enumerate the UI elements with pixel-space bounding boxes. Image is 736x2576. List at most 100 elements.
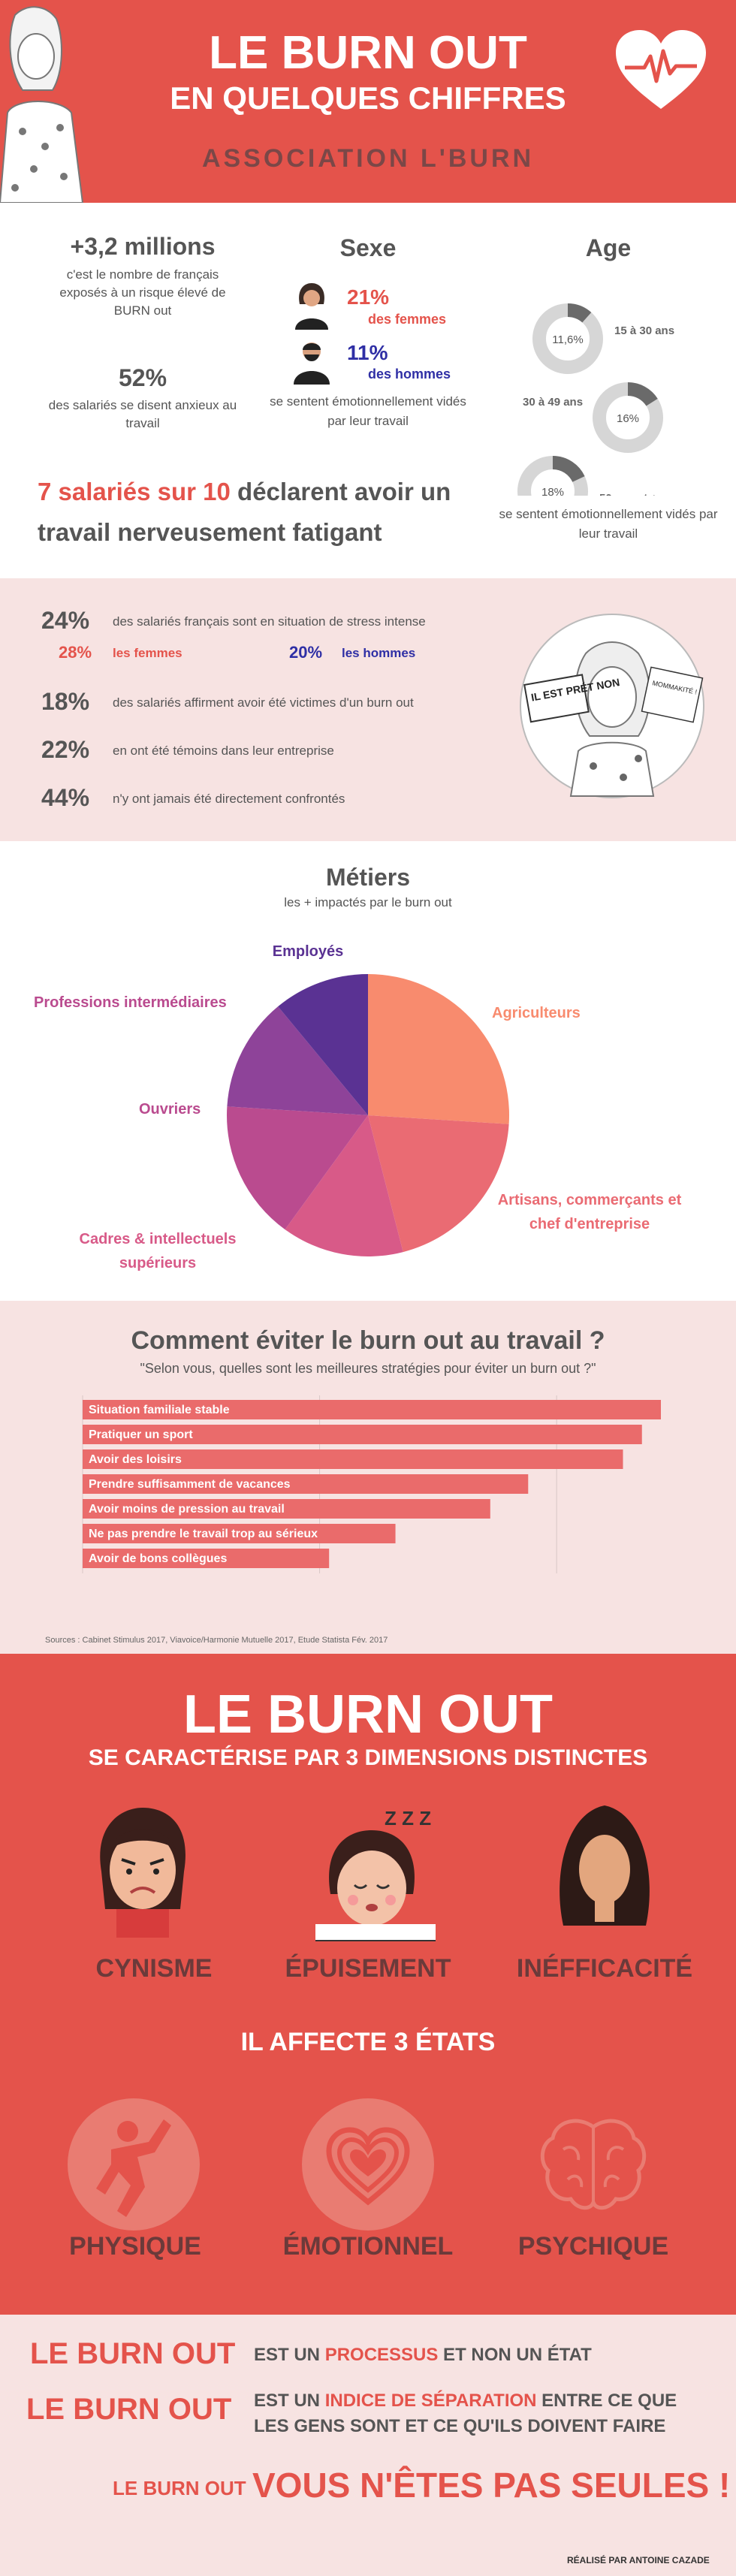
stress-men-label: les hommes <box>342 646 416 660</box>
stress-text-1: des salariés affirment avoir été victime… <box>113 695 414 710</box>
man-icon <box>294 342 330 385</box>
footer-slogan: VOUS N'ÊTES PAS SEULES ! <box>252 2466 731 2505</box>
age-donuts: 11,6% 15 à 30 ans 16% 30 à 49 ans 18% 50 ans … <box>517 303 674 496</box>
exhausted-face-icon: Z Z Z <box>315 1807 436 1941</box>
stress-text-0: des salariés français sont en situation … <box>113 614 426 629</box>
pie-slice-cadres <box>285 1115 403 1256</box>
stress-women-pct: 28% <box>59 643 92 662</box>
dimension-epuisement: ÉPUISEMENT <box>285 1954 451 1983</box>
pie-slice-employes <box>278 974 368 1115</box>
metiers-title: Métiers <box>325 864 411 891</box>
label-employes: Employés <box>272 943 344 960</box>
label-artisans: Artisans, commerçants et chef d'entrepri… <box>497 1192 682 1232</box>
strategies-bar-chart: 0 25 50 Situation familiale stable Pratiquer… <box>80 1395 661 1580</box>
comic-sticker-illustration: IL EST PRÉT NON MOMMAKITÉ ! <box>520 614 704 798</box>
footer-line2-subject: LE BURN OUT <box>26 2393 232 2426</box>
footer-line2-c: INDICE DE SÉPARATION <box>324 2390 537 2411</box>
label-ouvriers: Ouvriers <box>139 1101 201 1118</box>
emotional-heart-icon <box>302 2098 434 2231</box>
metiers-section: Métiers les + impactés par le burn out E… <box>0 841 736 1301</box>
pie-slice-agriculteurs <box>368 974 509 1124</box>
association-name: ASSOCIATION L'BURN <box>201 144 535 173</box>
bar-1 <box>83 1425 642 1444</box>
strategies-subtitle: "Selon vous, quelles sont les meilleures… <box>140 1361 596 1376</box>
bar-label-1: Pratiquer un sport <box>89 1428 193 1441</box>
bar-label-6: Avoir de bons collègues <box>89 1552 227 1565</box>
headline: 7 salariés sur 10 déclarent avoir un tra… <box>38 472 503 553</box>
sexe-title: Sexe <box>339 234 397 261</box>
bar-5 <box>83 1524 396 1543</box>
age-donut-value-0 <box>532 303 603 374</box>
pie-slice-artisans <box>368 1115 509 1253</box>
bar-label-4: Avoir moins de pression au travail <box>89 1503 285 1516</box>
men-pct: 11% <box>347 341 388 364</box>
age-title: Age <box>585 234 632 261</box>
footer-line1-b: EST UN <box>254 2345 325 2365</box>
zz-text: Z Z Z <box>385 1807 431 1829</box>
header-title: LE BURN OUT <box>209 27 527 79</box>
age-donut-pct-1: 16% <box>617 412 639 425</box>
sources-text: Sources : Cabinet Stimulus 2017, Viavoic… <box>45 1636 388 1645</box>
bar-tick-0: 0 <box>80 1579 86 1580</box>
label-agriculteurs: Agriculteurs <box>492 1005 581 1021</box>
brain-icon <box>540 2119 647 2210</box>
age-donut-2: 18% 50 ans et + <box>517 456 657 496</box>
bar-2 <box>83 1449 623 1469</box>
age-donut-value-2 <box>517 456 588 496</box>
dimensions-section: LE BURN OUT SE CARACTÉRISE PAR 3 DIMENSI… <box>0 1654 736 2315</box>
dimensions-title: LE BURN OUT <box>183 1685 553 1745</box>
stress-text-2: en ont été témoins dans leur entreprise <box>113 744 334 758</box>
strategies-section: Comment éviter le burn out au travail ? … <box>0 1301 736 1654</box>
dimension-cynisme: CYNISME <box>95 1954 213 1983</box>
stress-section: 24% des salariés français sont en situat… <box>0 578 736 841</box>
age-donut-label-2: 50 ans et + <box>599 492 657 496</box>
pct52-figure: 52% <box>118 364 167 391</box>
etats-title: IL AFFECTE 3 ÉTATS <box>240 2028 496 2056</box>
stats-section: +3,2 millions c'est le nombre de françai… <box>0 203 736 578</box>
bar-0 <box>83 1400 661 1419</box>
cynism-face-icon <box>100 1808 186 1938</box>
footer-line1-subject: LE BURN OUT <box>30 2337 236 2370</box>
bar-tick-2: 50 <box>551 1579 562 1580</box>
pie-slice-intermediaires <box>227 1006 368 1115</box>
bar-label-2: Avoir des loisirs <box>89 1453 182 1466</box>
header-subtitle: EN QUELQUES CHIFFRES <box>170 80 566 116</box>
dimensions-subtitle: SE CARACTÉRISE PAR 3 DIMENSIONS DISTINCT… <box>88 1745 648 1770</box>
women-pct: 21% <box>347 285 390 309</box>
millions-desc: c'est le nombre de français exposés à un… <box>59 267 226 318</box>
stress-pct-0: 24% <box>41 607 90 634</box>
age-donut-value-1 <box>593 382 663 453</box>
heart-pulse-icon <box>616 30 706 109</box>
etat-emotionnel: ÉMOTIONNEL <box>282 2232 454 2261</box>
girl-illustration <box>0 6 84 203</box>
etat-psychique: PSYCHIQUE <box>517 2232 669 2261</box>
age-donut-pct-0: 11,6% <box>552 333 583 346</box>
bar-label-3: Prendre suffisamment de vacances <box>89 1478 291 1491</box>
footer-line2-d: ENTRE CE QUE LES GENS SONT ET CE QU'ILS … <box>254 2390 677 2436</box>
pct52-desc: des salariés se disent anxieux au travai… <box>48 398 237 430</box>
age-donut-0: 11,6% 15 à 30 ans <box>532 303 674 374</box>
headline-rest: déclarent avoir un travail nerveusement … <box>38 478 451 546</box>
dimension-inefficacite: INÉFFICACITÉ <box>516 1954 693 1983</box>
stress-text-3: n'y ont jamais été directement confronté… <box>113 792 345 806</box>
footer-line1-d: ET NON UN ÉTAT <box>438 2345 592 2365</box>
label-intermediaires: Professions intermédiaires <box>34 994 227 1011</box>
bar-3 <box>83 1474 529 1494</box>
age-desc: se sentent émotionnellement vidés par le… <box>499 507 718 541</box>
footer-line2-b: EST UN <box>254 2390 325 2411</box>
footer-line1-c: PROCESSUS <box>324 2345 439 2365</box>
footer-line3-subject: LE BURN OUT <box>113 2477 246 2499</box>
age-donut-label-1: 30 à 49 ans <box>523 396 583 409</box>
woman-icon <box>295 283 328 330</box>
bar-label-5: Ne pas prendre le travail trop au sérieu… <box>89 1528 318 1540</box>
bar-6 <box>83 1549 330 1568</box>
headline-bold: 7 salariés sur 10 <box>38 478 231 505</box>
men-label: des hommes <box>368 366 451 382</box>
faceless-woman-icon <box>560 1805 650 1926</box>
header-section: LE BURN OUT EN QUELQUES CHIFFRES ASSOCIA… <box>0 0 736 203</box>
credit-text: RÉALISÉ PAR ANTOINE CAZADE <box>567 2555 710 2565</box>
footer-line1: EST UN PROCESSUS ET NON UN ÉTAT <box>254 2345 592 2366</box>
sexe-desc: se sentent émotionnellement vidés par le… <box>270 394 466 428</box>
strategies-title: Comment éviter le burn out au travail ? <box>131 1326 605 1355</box>
stress-pct-1: 18% <box>41 688 90 715</box>
